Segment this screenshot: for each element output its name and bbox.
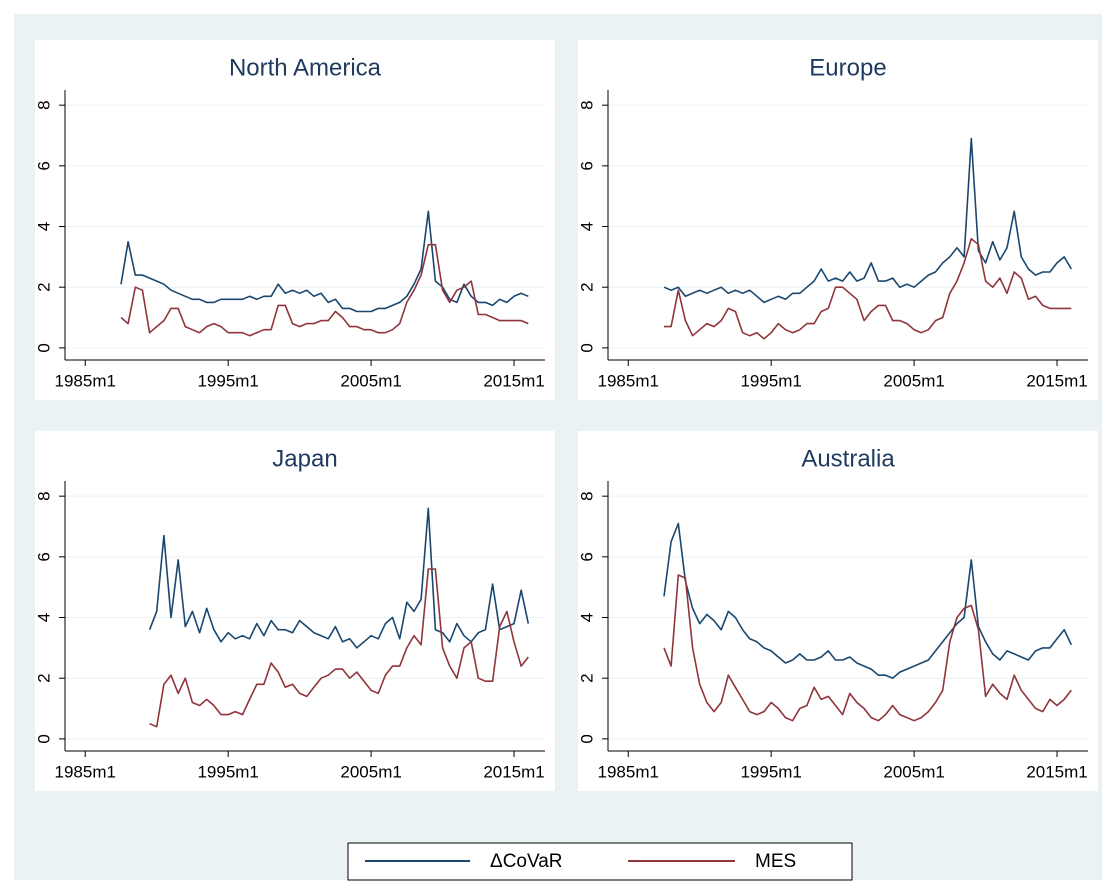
series-line (663, 574, 1072, 722)
panel-title: Japan (272, 445, 337, 472)
y-tick-label: 0 (577, 343, 596, 352)
y-tick-label: 6 (34, 552, 53, 561)
y-tick-label: 6 (34, 161, 53, 170)
y-tick-label: 8 (577, 491, 596, 500)
x-tick-label: 2005m1 (340, 762, 401, 781)
x-tick-label: 1985m1 (55, 371, 116, 390)
panel-background (35, 40, 555, 400)
y-tick-label: 6 (577, 552, 596, 561)
y-tick-label: 8 (34, 491, 53, 500)
x-tick-label: 1995m1 (740, 371, 801, 390)
series-line (149, 568, 529, 728)
panel-background (578, 431, 1098, 791)
y-tick-label: 2 (577, 673, 596, 682)
series-line (120, 243, 529, 337)
y-tick-label: 0 (577, 734, 596, 743)
x-tick-label: 2015m1 (483, 371, 544, 390)
x-tick-label: 2005m1 (883, 371, 944, 390)
x-tick-label: 1985m1 (598, 371, 659, 390)
panel-background (35, 431, 555, 791)
x-tick-label: 1985m1 (55, 762, 116, 781)
legend-label: ΔCoVaR (490, 851, 563, 872)
series-line (120, 210, 529, 313)
panel-title: Europe (809, 54, 886, 81)
panel-title: Australia (801, 445, 895, 472)
x-tick-label: 2005m1 (883, 762, 944, 781)
y-tick-label: 4 (577, 222, 596, 231)
panel-title: North America (229, 54, 382, 81)
series-line (148, 507, 530, 649)
x-tick-label: 2005m1 (340, 371, 401, 390)
x-tick-label: 1985m1 (598, 762, 659, 781)
y-tick-label: 2 (34, 282, 53, 291)
x-tick-label: 1995m1 (740, 762, 801, 781)
x-tick-label: 2015m1 (1026, 762, 1087, 781)
y-tick-label: 8 (577, 100, 596, 109)
legend-label: MES (755, 851, 796, 872)
y-tick-label: 4 (577, 613, 596, 622)
y-tick-label: 4 (34, 222, 53, 231)
y-tick-label: 8 (34, 100, 53, 109)
series-line (663, 137, 1072, 304)
x-tick-label: 2015m1 (483, 762, 544, 781)
y-tick-label: 4 (34, 613, 53, 622)
x-tick-label: 1995m1 (197, 371, 258, 390)
y-tick-label: 2 (34, 673, 53, 682)
y-tick-label: 6 (577, 161, 596, 170)
x-tick-label: 1995m1 (197, 762, 258, 781)
y-tick-label: 0 (34, 343, 53, 352)
y-tick-label: 2 (577, 282, 596, 291)
y-tick-label: 0 (34, 734, 53, 743)
x-tick-label: 2015m1 (1026, 371, 1087, 390)
panel-background (578, 40, 1098, 400)
series-line (664, 237, 1072, 340)
series-line (663, 522, 1073, 679)
